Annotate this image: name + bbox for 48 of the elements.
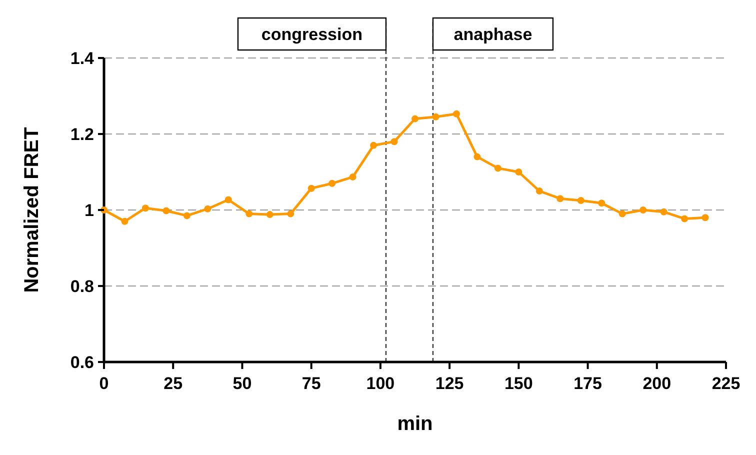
x-axis-title: min: [397, 413, 433, 435]
point: [474, 153, 481, 160]
point: [349, 173, 356, 180]
y-tick-label: 0.6: [70, 353, 94, 372]
point: [536, 188, 543, 194]
y-tick-label: 1: [84, 201, 94, 220]
point: [640, 206, 647, 214]
point: [162, 207, 170, 214]
point: [702, 214, 709, 222]
x-tick-label: 200: [642, 374, 672, 393]
point: [494, 164, 502, 172]
point: [390, 138, 398, 146]
x-tick-label: 125: [435, 374, 464, 393]
point: [660, 208, 668, 216]
point: [308, 184, 315, 192]
point: [618, 210, 626, 218]
point: [452, 110, 460, 118]
y-axis-title: Normalized FRET: [21, 127, 43, 293]
point: [370, 142, 378, 149]
point: [432, 113, 440, 120]
point: [142, 204, 149, 212]
point: [204, 205, 212, 212]
x-tick-label: 75: [302, 374, 321, 393]
point: [515, 168, 522, 176]
point: [681, 215, 688, 222]
y-tick-label: 1.2: [70, 125, 94, 144]
point: [577, 197, 584, 204]
point: [183, 212, 190, 220]
point: [287, 210, 294, 218]
point: [266, 211, 274, 218]
x-tick-label: 100: [366, 374, 395, 393]
point: [224, 196, 232, 204]
x-tick-label: 25: [164, 374, 183, 393]
point: [121, 218, 128, 225]
point: [556, 195, 564, 202]
point: [328, 180, 336, 187]
x-tick-label: 150: [504, 374, 533, 393]
y-tick-label: 1.4: [70, 49, 95, 68]
ref-line-label: congression: [261, 25, 363, 44]
x-tick-label: 50: [232, 374, 252, 393]
x-tick-label: 175: [574, 374, 602, 393]
ref-line-label: anaphase: [454, 25, 532, 44]
point: [246, 210, 253, 218]
point: [598, 200, 606, 207]
x-tick-label: 225: [712, 374, 740, 393]
x-tick-label: 0: [99, 374, 109, 393]
point: [412, 115, 418, 122]
y-tick-label: 0.8: [70, 277, 94, 296]
